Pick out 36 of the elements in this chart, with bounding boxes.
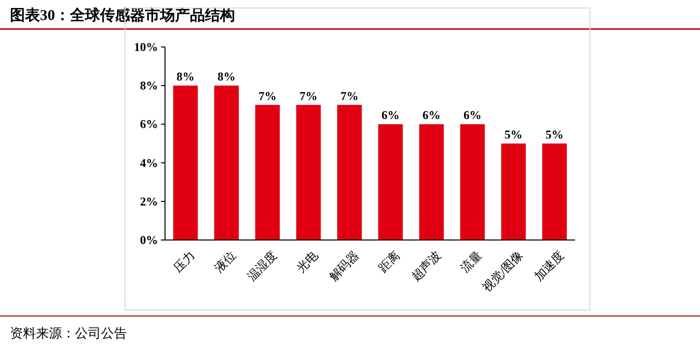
- y-tick-label: 0%: [140, 233, 158, 247]
- x-tick-label: 温湿度: [244, 248, 280, 284]
- y-tick-label: 10%: [134, 40, 158, 54]
- data-label: 5%: [504, 128, 522, 142]
- data-label: 6%: [464, 108, 482, 122]
- bar: [214, 86, 239, 240]
- x-tick-label: 光电: [294, 248, 321, 276]
- y-tick-label: 8%: [140, 78, 158, 93]
- y-tick-label: 6%: [140, 117, 158, 132]
- x-tick-label: 流量: [458, 248, 485, 276]
- data-label: 7%: [258, 88, 276, 103]
- x-tick-label: 解码器: [326, 248, 362, 284]
- text: 资料来源：公司公告: [10, 326, 127, 340]
- data-label: 5%: [546, 128, 564, 142]
- bar: [378, 124, 403, 240]
- bar: [296, 104, 321, 240]
- bar: [501, 144, 526, 240]
- x-tick-label: 超声波: [408, 248, 444, 284]
- bar: [255, 104, 280, 240]
- data-label: 7%: [300, 88, 318, 103]
- y-tick-label: 2%: [140, 194, 158, 208]
- data-label: 7%: [340, 88, 358, 103]
- data-label: 6%: [382, 108, 400, 122]
- y-tick-label: 4%: [140, 156, 158, 170]
- data-label: 8%: [218, 70, 236, 84]
- x-tick-label: 液位: [212, 248, 239, 276]
- bar: [542, 144, 567, 240]
- data-label: 6%: [422, 108, 440, 122]
- x-tick-label: 加速度: [531, 248, 567, 284]
- bar: [460, 124, 485, 240]
- x-tick-label: 距离: [376, 248, 403, 276]
- bar: [419, 124, 444, 240]
- x-tick-label: 压力: [170, 248, 198, 276]
- bar: [173, 86, 198, 240]
- bar: [337, 104, 362, 240]
- data-label: 8%: [176, 70, 194, 84]
